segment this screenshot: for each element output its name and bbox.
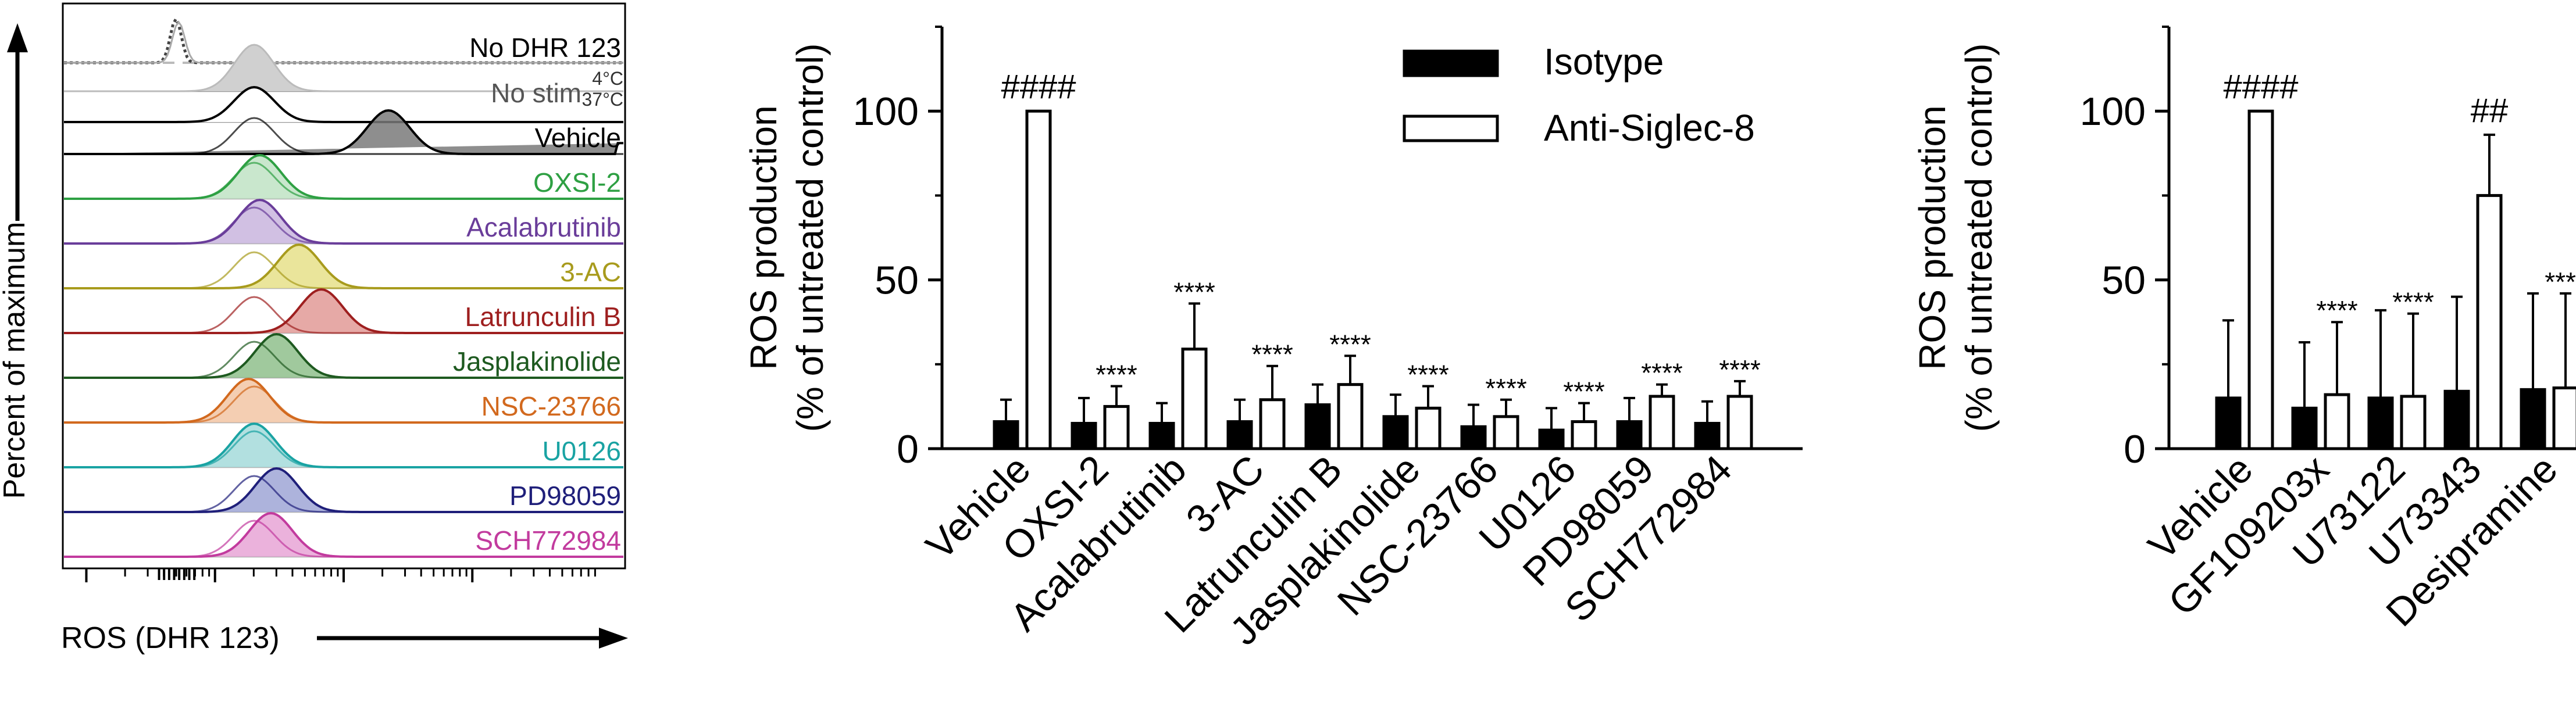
bar-anti-siglec-8-desipramine [2552,386,2576,450]
significance-acalabrutinib: **** [1173,277,1215,307]
track-label-vehicle: Vehicle [535,123,621,153]
y-tick-label: 100 [853,90,919,134]
bar-anti-siglec-8-u73343 [2476,194,2503,450]
legend: Isotype Anti-Siglec-8 [1403,41,1755,149]
bar-anti-siglec-8-vehicle [2247,109,2274,450]
significance-vehicle: #### [1001,68,1076,106]
significance-sch772984: **** [1719,355,1761,385]
label-4c: 4°C [592,68,623,89]
track-label-3-ac: 3-AC [560,257,621,287]
legend-swatch-isotype [1403,49,1499,77]
y-tick-label: 0 [2124,427,2146,471]
bar-isotype-jasplakinolide [1382,415,1409,450]
track-reference-vehicle [64,117,623,155]
track-reference-u0126 [64,430,623,468]
bar-isotype-acalabrutinib [1148,421,1175,450]
bar-isotype-u73343 [2443,389,2470,450]
histogram-x-label: ROS (DHR 123) [61,621,280,655]
bar-isotype-vehicle [2215,396,2242,450]
y-tick-label: 50 [2102,259,2146,303]
significance-latrunculin-b: **** [1329,329,1371,359]
bar-anti-siglec-8-oxsi-2 [1103,404,1130,450]
histogram-labels: Vehicle OXSI-2 Acalabrutinib 3-AC Latrunculi… [453,33,623,556]
bar-chart-signaling: 0 50 100 ROS production (% of untreated cont… [1911,26,2576,635]
label-no-dhr-123: No DHR 123 [469,33,621,63]
y-axis-arrow-head [7,23,28,52]
y-axis-label-line1: ROS production [1911,105,1953,370]
track-curve-3-ac [64,243,623,289]
significance-u73122: **** [2392,287,2434,317]
significance-u73343: ## [2471,92,2509,130]
bar-isotype-desipramine [2520,388,2546,450]
track-label-acalabrutinib: Acalabrutinib [466,212,621,242]
bar-anti-siglec-8-jasplakinolide [1415,406,1442,450]
bar-isotype-u73122 [2367,396,2394,450]
bar-anti-siglec-8-nsc-23766 [1493,415,1519,450]
y-axis-label-line2: (% of untreated control) [789,44,831,432]
no-dhr-peak-secondary [64,20,623,64]
bar-isotype-latrunculin-b [1304,403,1331,450]
histogram-y-label: Percent of maximum [0,222,31,499]
significance-3-ac: **** [1251,339,1293,370]
bar-isotype-oxsi-2 [1071,421,1097,450]
track-label-oxsi-2: OXSI-2 [533,167,621,198]
label-no-stim: No stim [491,78,581,108]
bar-anti-siglec-8-3-ac [1259,398,1286,450]
significance-jasplakinolide: **** [1407,360,1449,390]
y-tick-label: 100 [2080,90,2146,134]
legend-label-isotype: Isotype [1544,41,1664,83]
significance-u0126: **** [1563,377,1605,407]
track-reference-acalabrutinib [64,206,623,245]
track-reference-nsc-23766 [64,385,623,424]
bar-isotype-sch772984 [1694,421,1721,450]
bar-isotype-vehicle [993,420,1019,450]
track-label-jasplakinolide: Jasplakinolide [453,346,621,377]
histogram-panel: Vehicle OXSI-2 Acalabrutinib 3-AC Latrunculi… [0,2,628,655]
legend-label-anti-siglec-8: Anti-Siglec-8 [1544,107,1755,149]
x-axis-arrow-head [599,628,628,649]
y-tick-label: 50 [875,259,919,303]
bar-isotype-gf109203x [2291,406,2318,450]
bar-isotype-nsc-23766 [1460,425,1487,450]
track-label-latrunculin-b: Latrunculin B [465,302,622,332]
track-reference-latrunculin-b [64,296,623,334]
bar-anti-siglec-8-gf109203x [2324,393,2350,450]
significance-desipramine: **** [2545,267,2576,297]
track-curve-u0126 [64,422,623,468]
track-label-nsc-23766: NSC-23766 [481,391,621,421]
legend-swatch-anti-siglec-8 [1403,114,1499,142]
track-reference-sch772984 [64,520,623,558]
track-reference-oxsi-2 [64,162,623,200]
y-axis-label-line1: ROS production [743,105,784,370]
track-label-u0126: U0126 [542,436,621,466]
track-reference-pd98059 [64,475,623,513]
histogram-tracks [64,16,623,558]
bar-anti-siglec-8-latrunculin-b [1337,383,1364,450]
significance-pd98059: **** [1641,358,1683,388]
y-tick-label: 0 [897,427,919,471]
bar-anti-siglec-8-sch772984 [1726,395,1753,450]
significance-nsc-23766: **** [1485,373,1527,403]
track-label-pd98059: PD98059 [509,481,621,511]
no-stim-4c-curve [64,44,623,92]
bar-anti-siglec-8-u0126 [1571,420,1597,450]
significance-gf109203x: **** [2316,295,2358,325]
bar-anti-siglec-8-pd98059 [1649,395,1675,450]
bar-anti-siglec-8-acalabrutinib [1181,348,1208,450]
track-reference-3-ac [64,251,623,289]
track-label-sch772984: SCH772984 [475,525,621,556]
bar-anti-siglec-8-u73122 [2400,395,2427,450]
significance-vehicle: #### [2223,68,2298,106]
histogram-x-ticks [85,568,596,582]
y-axis-label-line2: (% of untreated control) [1958,44,2000,432]
bar-anti-siglec-8-vehicle [1025,109,1052,450]
bar-isotype-u0126 [1538,428,1565,450]
track-reference-jasplakinolide [64,341,623,379]
bar-isotype-pd98059 [1616,420,1643,450]
no-stim-37c-curve [64,85,623,123]
bar-isotype-3-ac [1226,420,1253,450]
label-37c: 37°C [582,89,624,110]
significance-oxsi-2: **** [1096,360,1137,390]
